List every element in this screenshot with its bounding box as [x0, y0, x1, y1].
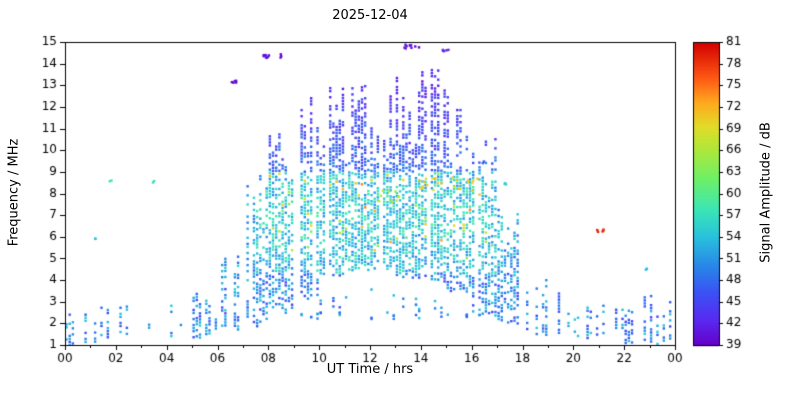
colorbar-label: Signal Amplitude / dB: [758, 122, 774, 263]
y-axis-label: Frequency / MHz: [6, 138, 22, 247]
chart-title: 2025-12-04: [332, 8, 408, 23]
x-axis-label: UT Time / hrs: [326, 362, 414, 377]
